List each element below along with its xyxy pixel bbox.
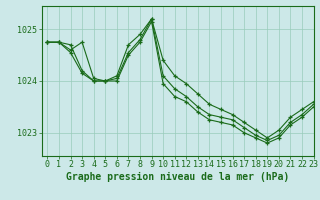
X-axis label: Graphe pression niveau de la mer (hPa): Graphe pression niveau de la mer (hPa) xyxy=(66,172,289,182)
